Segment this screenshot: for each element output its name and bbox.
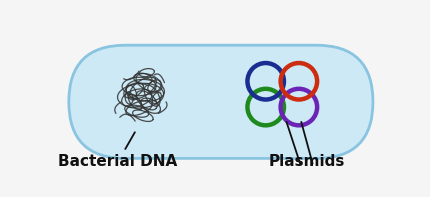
Text: Plasmids: Plasmids: [268, 154, 344, 169]
FancyBboxPatch shape: [69, 45, 372, 158]
Text: Bacterial DNA: Bacterial DNA: [58, 132, 177, 169]
